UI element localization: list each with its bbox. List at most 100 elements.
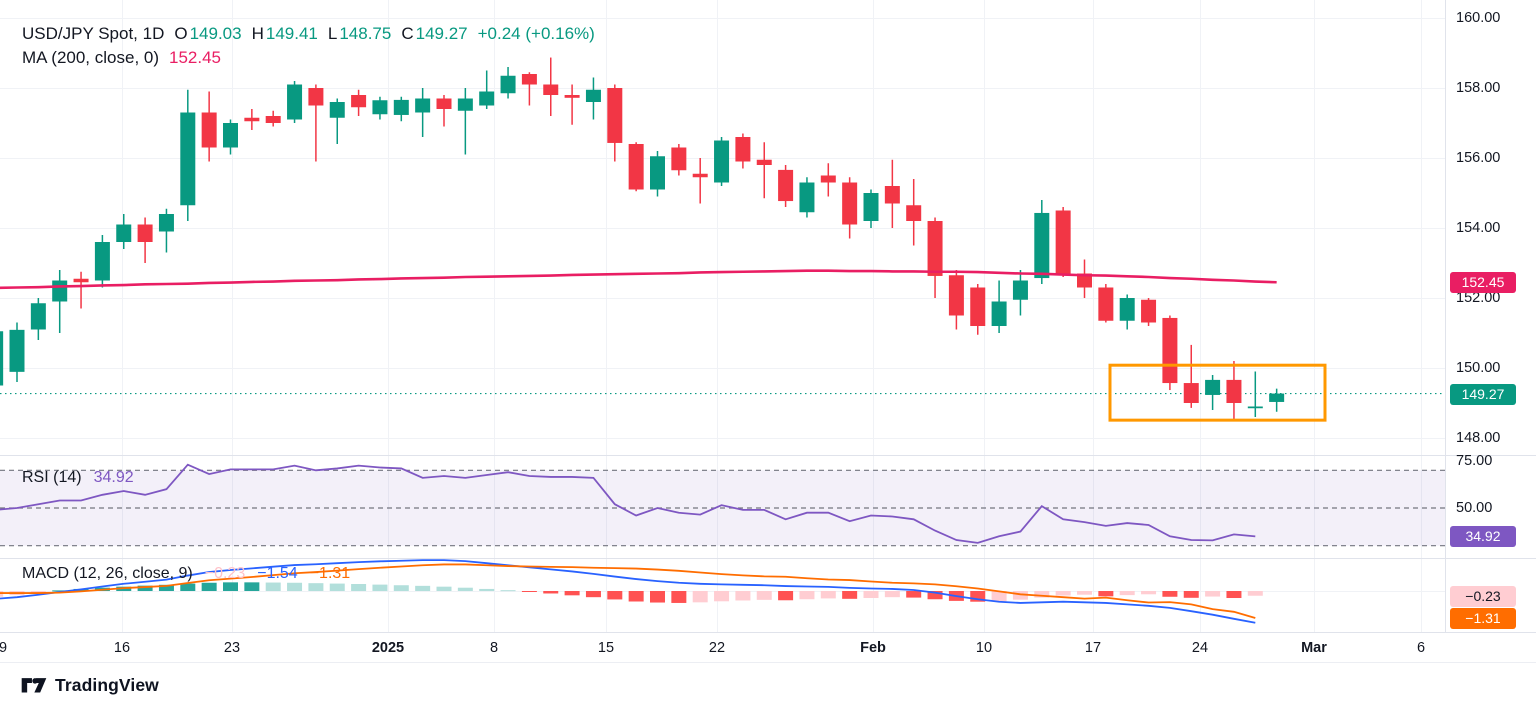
price-axis-label: 156.00: [1456, 150, 1501, 166]
candle-body: [30, 303, 46, 330]
candle-body: [201, 112, 217, 148]
legend-rsi[interactable]: RSI (14) 34.92: [22, 469, 134, 487]
macd-hist-bar: [650, 591, 665, 603]
tradingview-logo[interactable]: TradingView: [21, 673, 159, 697]
legend-ma[interactable]: MA (200, close, 0) 152.45: [22, 48, 221, 68]
macd-hist-bar: [1226, 591, 1242, 599]
macd-hist-bar: [223, 582, 238, 591]
price-axis-label: 158.00: [1456, 80, 1501, 96]
candle-body: [1141, 299, 1157, 323]
candle-body: [158, 214, 174, 232]
candle-body: [500, 75, 516, 94]
candle-body: [244, 117, 260, 122]
close-price-badge: 149.27: [1450, 383, 1516, 405]
time-axis-label: 23: [223, 640, 241, 656]
candle-body: [73, 278, 89, 283]
macd-hist-bar: [436, 586, 452, 591]
price-axis-label: 152.00: [1456, 290, 1501, 306]
candle-body: [372, 100, 388, 115]
macd-hist-bar: [564, 591, 580, 596]
macd-hist-bar: [201, 582, 217, 591]
candle-body: [0, 331, 4, 386]
candle-body: [585, 89, 601, 102]
macd-hist-bar: [500, 590, 516, 592]
macd-hist-bar: [692, 591, 708, 603]
macd-hist-bar: [158, 584, 174, 591]
candle-body: [1183, 383, 1199, 403]
candle-body: [1012, 280, 1028, 300]
macd-hist-bar: [52, 590, 68, 592]
legend-main[interactable]: USD/JPY Spot, 1D O 149.03 H 149.41 L 148.75…: [22, 24, 595, 44]
macd-hist-bar: [1141, 591, 1157, 595]
candle-body: [351, 95, 367, 108]
close-pair: C 149.27: [401, 24, 468, 43]
macd-hist-bar: [415, 585, 431, 591]
rsi-value: 34.92: [93, 469, 134, 486]
candle-body: [842, 182, 858, 225]
price-axis-label: 160.00: [1456, 10, 1501, 26]
time-axis-label: 10: [975, 640, 993, 656]
candle-body: [180, 112, 196, 206]
tradingview-logo-icon: [21, 678, 47, 693]
ma200-line: [0, 269, 1277, 290]
rsi-label: RSI (14): [22, 469, 82, 486]
time-axis[interactable]: 9 16 23 2025 8 15 22 Feb 10 17 24 Mar 6: [0, 632, 1536, 663]
candle-body: [415, 98, 431, 113]
macd-hist-bar: [842, 591, 858, 599]
candle-body: [1034, 212, 1050, 279]
macd-hist-bar: [1098, 591, 1114, 597]
macd-hist-bar: [1012, 591, 1028, 600]
candle-body: [1119, 298, 1135, 321]
candle-body: [607, 88, 623, 143]
candle-body: [479, 91, 495, 106]
time-axis-label: 8: [489, 640, 499, 656]
time-axis-label: 22: [708, 640, 726, 656]
candle-body: [265, 116, 281, 123]
candle-body: [543, 84, 559, 95]
macd-hist-bar: [1183, 591, 1199, 598]
high-pair: H 149.41: [251, 24, 318, 43]
macd-hist-bar: [244, 582, 260, 591]
ma-value: 152.45: [169, 48, 222, 67]
macd-label: MACD (12, 26, close, 9): [22, 565, 193, 582]
macd-hist-bar: [970, 591, 986, 602]
candle-body: [735, 137, 751, 162]
candle-body: [1162, 317, 1178, 384]
macd-hist-bar: [1119, 591, 1135, 596]
macd-hist-badge: −0.23: [1450, 585, 1516, 607]
price-axis-label: 148.00: [1456, 430, 1501, 446]
candle-body: [778, 169, 794, 202]
macd-hist-bar: [927, 591, 943, 600]
macd-hist-bar: [287, 582, 303, 591]
time-axis-label: 17: [1084, 640, 1102, 656]
legend-macd[interactable]: MACD (12, 26, close, 9) −0.23 −1.54 −1.3…: [22, 565, 350, 583]
candle-body: [756, 159, 772, 165]
macd-hist-bar: [671, 591, 687, 603]
high-value: 149.41: [265, 24, 318, 43]
macd-line: [0, 559, 1256, 624]
macd-signal-line: [0, 563, 1256, 619]
macd-hist-bar: [1055, 591, 1071, 596]
candle-body: [1077, 273, 1092, 288]
candle-body: [991, 301, 1007, 326]
macd-hist-bar: [521, 591, 537, 592]
change-value: +0.24 (+0.16%): [477, 24, 595, 43]
candle-body: [1098, 287, 1114, 321]
macd-hist-bar: [30, 591, 46, 593]
macd-hist-bar: [180, 583, 196, 591]
candle-body: [521, 74, 537, 85]
highlight-box: [1108, 363, 1327, 422]
macd-hist-bar: [265, 582, 281, 591]
low-value: 148.75: [339, 24, 392, 43]
candle-body: [863, 193, 879, 221]
candle-body: [94, 242, 110, 281]
macd-hist-bar: [756, 591, 772, 600]
macd-hist-value: −0.23: [204, 565, 246, 582]
candle-body: [948, 275, 964, 316]
candle-body: [820, 175, 836, 183]
time-axis-label: 6: [1416, 640, 1426, 656]
candle-body: [714, 140, 730, 183]
candle-body: [970, 287, 986, 326]
